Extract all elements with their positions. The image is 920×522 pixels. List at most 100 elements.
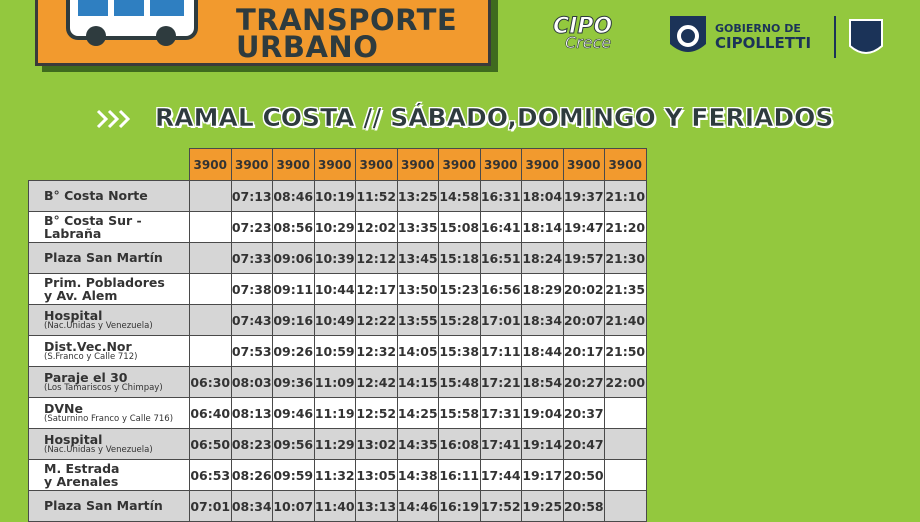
time-cell: 18:54 <box>521 366 564 398</box>
time-cell: 07:43 <box>230 304 273 336</box>
time-cell: 08:23 <box>230 428 273 460</box>
route-number: 3900 <box>355 148 398 181</box>
stop-row: Prim. Pobladores y Av. Alem 07:38 09:11 10:4… <box>28 273 647 305</box>
time-cell: 09:26 <box>272 335 315 367</box>
time-cell: 20:58 <box>562 490 605 522</box>
stop-name: DVNe <box>44 400 83 416</box>
stop-note: (Nac.Unidas y Venezuela) <box>44 445 153 456</box>
time-cell: 21:30 <box>604 242 647 274</box>
stop-row: B° Costa Sur - Labraña 07:23 08:56 10:29 12:0… <box>28 211 647 243</box>
time-cell: 07:38 <box>230 273 273 305</box>
time-cell: 20:02 <box>562 273 605 305</box>
time-cell: 11:32 <box>313 459 356 491</box>
time-cell: 19:37 <box>562 180 605 212</box>
time-cell <box>604 459 647 491</box>
stop-row: M. Estrada y Arenales 06:53 08:26 09:59 11:32… <box>28 459 647 491</box>
route-number: 3900 <box>604 148 647 181</box>
subtitle: RAMAL COSTA // SÁBADO,DOMINGO Y FERIADOS <box>155 103 834 133</box>
gov-text: GOBIERNO DE <box>715 22 801 35</box>
time-cell: 11:19 <box>313 397 356 429</box>
time-cell: 09:46 <box>272 397 315 429</box>
time-cell: 08:26 <box>230 459 273 491</box>
time-cell: 18:14 <box>521 211 564 243</box>
stop-cell: Dist.Vec.Nor (S.Franco y Calle 712) <box>28 335 190 367</box>
time-cell: 09:06 <box>272 242 315 274</box>
stop-row: DVNe (Saturnino Franco y Calle 716) 06:40 0… <box>28 397 647 429</box>
time-cell: 10:59 <box>313 335 356 367</box>
time-cell: 10:39 <box>313 242 356 274</box>
route-number: 3900 <box>396 148 439 181</box>
time-cell: 21:20 <box>604 211 647 243</box>
time-cell <box>189 211 232 243</box>
time-cell: 15:18 <box>438 242 481 274</box>
title: TRANSPORTE <box>236 3 458 37</box>
time-cell: 21:10 <box>604 180 647 212</box>
time-cell: 06:40 <box>189 397 232 429</box>
time-cell: 11:29 <box>313 428 356 460</box>
time-cell: 08:13 <box>230 397 273 429</box>
logo-text: Crece <box>565 33 612 53</box>
city-crest <box>849 19 883 54</box>
stop-name: Prim. Pobladores <box>44 274 165 290</box>
stop-note: (S.Franco y Calle 712) <box>44 352 138 363</box>
time-cell: 12:17 <box>355 273 398 305</box>
stop-name: Hospital <box>44 431 103 447</box>
time-cell: 08:03 <box>230 366 273 398</box>
time-cell: 18:44 <box>521 335 564 367</box>
stop-name: Plaza San Martín <box>44 498 163 514</box>
time-cell: 13:05 <box>355 459 398 491</box>
time-cell: 08:46 <box>272 180 315 212</box>
time-cell: 08:34 <box>230 490 273 522</box>
time-cell: 07:23 <box>230 211 273 243</box>
stop-cell: B° Costa Sur - Labraña <box>28 211 190 243</box>
time-cell: 14:15 <box>396 366 439 398</box>
stop-row: Plaza San Martín 07:01 08:34 10:07 11:40 13:1… <box>28 490 647 522</box>
time-cell: 07:13 <box>230 180 273 212</box>
time-cell: 10:44 <box>313 273 356 305</box>
time-cell: 16:31 <box>479 180 522 212</box>
time-cell: 12:12 <box>355 242 398 274</box>
gov-text: CIPOLLETTI <box>715 34 812 52</box>
stop-row: Plaza San Martín 07:33 09:06 10:39 12:12 13:4… <box>28 242 647 274</box>
stop-cell: DVNe (Saturnino Franco y Calle 716) <box>28 397 190 429</box>
time-cell: 14:38 <box>396 459 439 491</box>
time-cell: 20:27 <box>562 366 605 398</box>
time-cell: 20:37 <box>562 397 605 429</box>
route-number: 3900 <box>230 148 273 181</box>
time-cell: 13:25 <box>396 180 439 212</box>
stop-name: M. Estrada <box>44 460 120 476</box>
stop-row: B° Costa Norte 07:13 08:46 10:19 11:52 13:25 1… <box>28 180 647 212</box>
time-cell: 09:59 <box>272 459 315 491</box>
time-cell: 10:29 <box>313 211 356 243</box>
time-cell: 20:47 <box>562 428 605 460</box>
route-number: 3900 <box>272 148 315 181</box>
time-cell: 16:19 <box>438 490 481 522</box>
stop-row: Dist.Vec.Nor (S.Franco y Calle 712) 07:53 0… <box>28 335 647 367</box>
stop-cell: Hospital (Nac.Unidas y Venezuela) <box>28 428 190 460</box>
time-cell: 15:28 <box>438 304 481 336</box>
header-row: 3900 3900 3900 3900 3900 3900 3900 3900 3900 3900… <box>29 148 647 181</box>
time-cell: 21:50 <box>604 335 647 367</box>
time-cell: 14:46 <box>396 490 439 522</box>
time-cell: 19:57 <box>562 242 605 274</box>
stop-cell: B° Costa Norte <box>28 180 190 212</box>
time-cell: 17:11 <box>479 335 522 367</box>
divider <box>834 16 836 58</box>
time-cell: 11:40 <box>313 490 356 522</box>
time-cell: 14:25 <box>396 397 439 429</box>
time-cell: 12:22 <box>355 304 398 336</box>
time-cell: 10:07 <box>272 490 315 522</box>
time-cell: 18:34 <box>521 304 564 336</box>
route-number: 3900 <box>521 148 564 181</box>
stop-row: Hospital (Nac.Unidas y Venezuela) 07:43 09:… <box>28 304 647 336</box>
stop-cell: Hospital (Nac.Unidas y Venezuela) <box>28 304 190 336</box>
stop-name: Dist.Vec.Nor <box>44 338 132 354</box>
time-cell: 09:56 <box>272 428 315 460</box>
title: URBANO <box>236 30 379 64</box>
time-cell: 10:19 <box>313 180 356 212</box>
route-number: 3900 <box>479 148 522 181</box>
time-cell: 14:35 <box>396 428 439 460</box>
time-cell: 15:23 <box>438 273 481 305</box>
stop-cell: Paraje el 30 (Los Tamariscos y Chimpay) <box>28 366 190 398</box>
